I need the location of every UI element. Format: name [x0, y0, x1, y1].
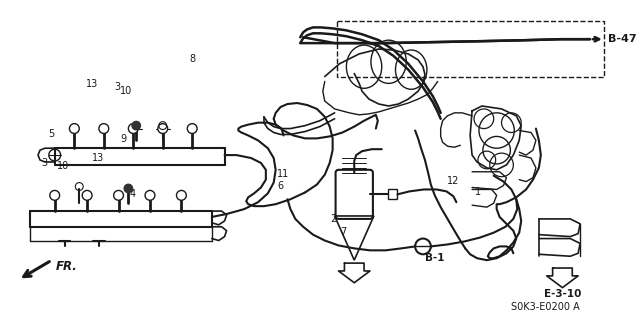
Circle shape — [99, 124, 109, 133]
Text: 3: 3 — [42, 158, 48, 167]
Circle shape — [50, 190, 60, 200]
Circle shape — [188, 124, 197, 133]
Text: B-47: B-47 — [607, 34, 636, 44]
Text: E-3-10: E-3-10 — [544, 289, 581, 299]
Circle shape — [145, 190, 155, 200]
Circle shape — [129, 124, 138, 133]
Text: 3: 3 — [114, 82, 120, 93]
Text: 12: 12 — [447, 176, 460, 186]
Circle shape — [124, 183, 133, 193]
Circle shape — [177, 190, 186, 200]
Text: 11: 11 — [277, 169, 290, 179]
Text: 6: 6 — [277, 181, 284, 191]
Circle shape — [69, 124, 79, 133]
Text: 1: 1 — [476, 187, 481, 197]
Text: B-1: B-1 — [425, 253, 444, 263]
Text: 5: 5 — [48, 130, 54, 139]
Circle shape — [131, 121, 141, 130]
Text: 10: 10 — [120, 85, 132, 96]
Text: 13: 13 — [92, 153, 104, 163]
Circle shape — [158, 124, 168, 133]
Text: 2: 2 — [331, 214, 337, 224]
Circle shape — [114, 190, 124, 200]
Text: 13: 13 — [86, 79, 98, 89]
Text: 7: 7 — [340, 226, 346, 237]
Text: 8: 8 — [189, 54, 195, 64]
Text: 9: 9 — [120, 134, 126, 144]
Text: S0K3-E0200 A: S0K3-E0200 A — [511, 302, 580, 312]
Text: FR.: FR. — [56, 260, 77, 272]
Circle shape — [82, 190, 92, 200]
Text: 10: 10 — [58, 161, 70, 171]
Text: 4: 4 — [130, 189, 136, 199]
